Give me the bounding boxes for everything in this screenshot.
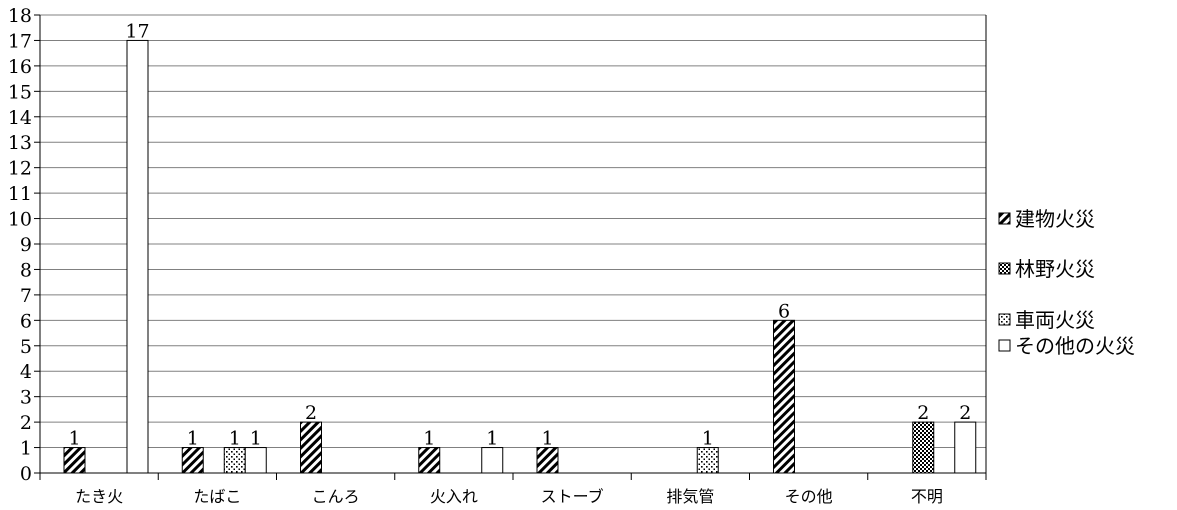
legend-swatch	[998, 313, 1011, 326]
data-label: 1	[541, 428, 553, 450]
bar	[954, 421, 977, 474]
y-tick-label: 1	[20, 438, 32, 460]
y-tick-label: 0	[20, 463, 32, 485]
legend-swatch	[998, 212, 1011, 225]
x-tick-label: ストーブ	[541, 487, 604, 506]
data-label: 1	[250, 428, 262, 450]
y-tick-label: 9	[20, 234, 32, 256]
x-tick-label: こんろ	[312, 487, 360, 506]
y-tick-label: 17	[8, 30, 32, 52]
y-tick-label: 11	[8, 183, 32, 205]
y-tick-label: 18	[8, 5, 32, 27]
y-tick-label: 16	[8, 56, 32, 78]
legend-swatch	[998, 339, 1011, 352]
data-label: 2	[959, 402, 971, 424]
bar	[126, 39, 149, 474]
y-tick-label: 2	[20, 412, 32, 434]
x-tick-label: たき火	[75, 487, 123, 506]
x-tick-label: 火入れ	[430, 487, 478, 506]
bar	[63, 447, 86, 474]
x-tick-label: たばこ	[193, 487, 241, 506]
y-tick-label: 7	[20, 285, 32, 307]
gridlines	[40, 14, 986, 449]
x-tick-label: 不明	[911, 487, 943, 506]
y-tick-label: 4	[20, 361, 32, 383]
data-label: 1	[68, 428, 80, 450]
bar	[773, 319, 795, 474]
data-label: 1	[423, 428, 435, 450]
data-label: 1	[187, 428, 199, 450]
x-tick-label: 排気管	[666, 487, 714, 506]
data-label: 1	[702, 428, 714, 450]
y-tick-label: 15	[8, 81, 32, 103]
y-tick-label: 14	[8, 107, 32, 129]
bar	[481, 447, 504, 474]
axes	[34, 14, 987, 480]
y-tick-label: 6	[20, 310, 32, 332]
data-label: 2	[305, 402, 317, 424]
bars	[63, 39, 977, 474]
bar	[536, 447, 559, 474]
bar	[696, 447, 719, 474]
bar	[912, 421, 935, 474]
y-tick-label: 3	[20, 387, 32, 409]
legend-swatch	[998, 262, 1011, 275]
bar	[418, 447, 441, 474]
data-label: 2	[917, 402, 929, 424]
bar	[223, 447, 246, 474]
legend-label: その他の火災	[1015, 334, 1135, 358]
bar	[300, 421, 322, 474]
data-label: 6	[778, 300, 790, 322]
bar	[181, 447, 204, 474]
legend-label: 建物火災	[1015, 207, 1095, 231]
y-tick-label: 12	[8, 158, 32, 180]
data-label: 1	[486, 428, 498, 450]
legend-label: 車両火災	[1015, 308, 1095, 332]
legend-label: 林野火災	[1015, 257, 1095, 281]
data-label: 17	[125, 20, 149, 42]
y-tick-label: 5	[20, 336, 32, 358]
x-tick-labels: たき火 たばこ こんろ 火入れ ストーブ 排気管 その他 不明	[75, 487, 943, 506]
y-tick-label: 13	[8, 132, 32, 154]
bar	[244, 447, 267, 474]
y-tick-label: 8	[20, 259, 32, 281]
y-tick-label: 10	[8, 209, 32, 231]
x-tick-label: その他	[785, 487, 833, 506]
data-label: 1	[229, 428, 241, 450]
